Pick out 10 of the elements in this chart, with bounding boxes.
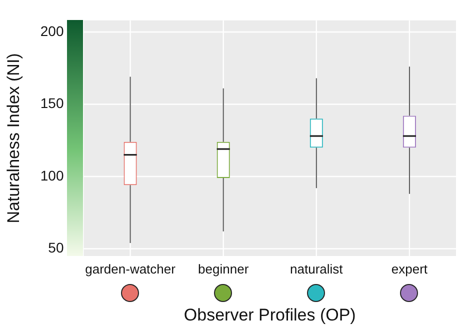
x-tick-label: beginner [198, 261, 250, 276]
x-axis-title: Observer Profiles (OP) [184, 305, 356, 324]
y-tick-label: 150 [40, 95, 64, 112]
x-tick-label: naturalist [290, 261, 344, 276]
y-tick-label: 200 [40, 22, 64, 39]
x-tick-label: garden-watcher [85, 261, 176, 276]
x-tick-label: expert [391, 261, 428, 276]
y-axis-title: Naturalness Index (NI) [4, 53, 23, 224]
y-tick-label: 50 [48, 240, 64, 256]
y-tick-label: 100 [40, 167, 64, 184]
